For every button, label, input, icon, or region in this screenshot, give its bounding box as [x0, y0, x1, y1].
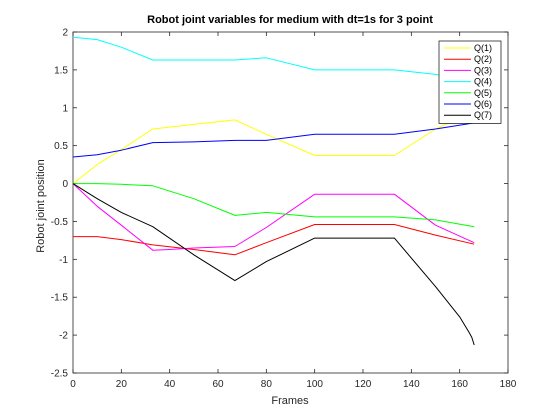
series-line-q7 [72, 183, 475, 346]
legend-label-q1: Q(1) [474, 43, 492, 53]
y-tick-label: -1 [59, 255, 68, 266]
y-tick-label: 2 [62, 28, 68, 39]
y-tick-label: 0.5 [54, 141, 68, 152]
x-tick-label: 20 [116, 379, 128, 390]
series-line-q5 [73, 183, 475, 228]
y-axis-label: Robot joint position [35, 159, 47, 253]
legend-label-q5: Q(5) [474, 88, 492, 98]
legend-box [438, 40, 502, 124]
x-tick-label: 100 [306, 379, 323, 390]
x-tick-label: 120 [355, 379, 372, 390]
series-line-q4 [72, 36, 475, 82]
series-line-q6 [72, 122, 475, 158]
x-tick-label: 80 [261, 379, 273, 390]
y-tick-label: -2.5 [51, 369, 69, 380]
legend-label-q6: Q(6) [474, 99, 492, 109]
y-tick-label: 1.5 [54, 65, 68, 76]
series-line-q3 [72, 183, 475, 251]
y-tick-label: 1 [62, 103, 68, 114]
y-tick-label: 0 [62, 179, 68, 190]
legend-label-q2: Q(2) [474, 54, 492, 64]
legend-label-q7: Q(7) [474, 110, 492, 120]
y-tick-label: -2 [59, 331, 68, 342]
chart-title: Robot joint variables for medium with dt… [147, 14, 433, 26]
x-tick-label: 140 [403, 379, 420, 390]
x-tick-label: 0 [70, 379, 76, 390]
x-tick-label: 60 [212, 379, 224, 390]
x-tick-label: 180 [500, 379, 517, 390]
series-group [72, 36, 475, 346]
series-line-q1 [72, 111, 475, 184]
series-line-q2 [73, 224, 475, 256]
legend-label-q3: Q(3) [474, 65, 492, 75]
x-tick-label: 40 [164, 379, 176, 390]
y-tick-label: -1.5 [51, 293, 69, 304]
x-tick-label: 160 [451, 379, 468, 390]
y-tick-label: -0.5 [51, 217, 69, 228]
legend: Q(1)Q(2)Q(3) Q(4)Q(5)Q(6)Q(7) [438, 40, 502, 124]
legend-label-q4: Q(4) [474, 77, 492, 87]
plot-area: 0 20 40 60 80 100 120 140 160 180-2.5-2-1.5-1-0.5… [51, 28, 517, 391]
x-axis-label: Frames [271, 395, 309, 407]
axes-box [72, 31, 509, 374]
